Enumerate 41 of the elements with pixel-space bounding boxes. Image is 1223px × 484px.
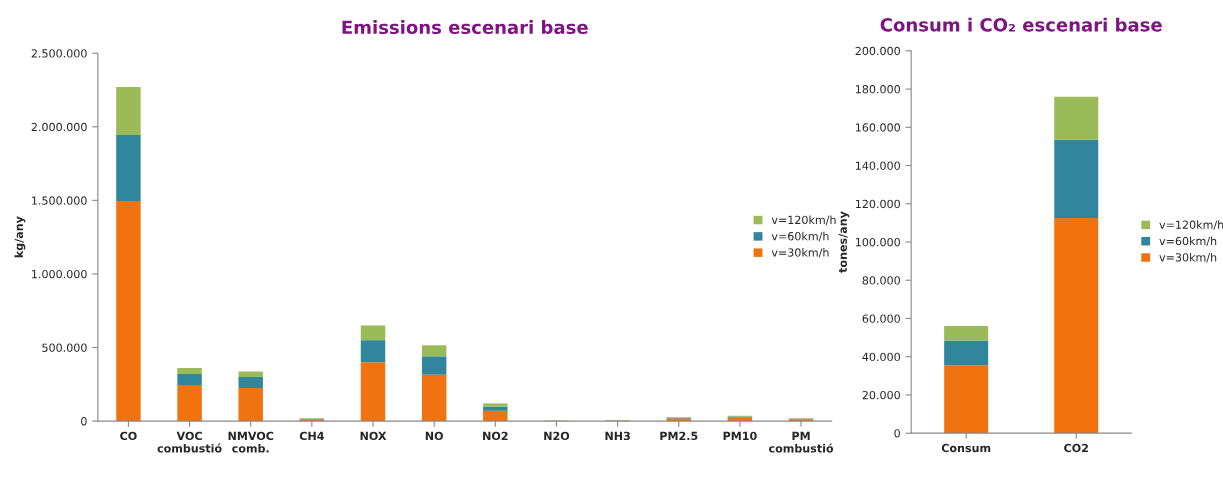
x-tick-label: NMVOC comb.	[228, 431, 274, 453]
x-tick-label: CH4	[299, 431, 324, 441]
y-tick-label: 100.000	[855, 237, 900, 247]
x-tick-label: N2O	[544, 431, 570, 441]
x-tick-label: NO2	[483, 431, 508, 441]
x-tick-label: NH3	[605, 431, 630, 441]
y-tick-label: 140.000	[855, 161, 900, 170]
y-tick-label: 120.000	[855, 199, 900, 209]
y-tick-label: 500.000	[42, 343, 87, 352]
y-tick-label: 180.000	[855, 85, 900, 94]
x-tick-label: Consum	[941, 443, 991, 453]
legend-label: v=60km/h	[1159, 236, 1217, 247]
y-tick-label: 2.000.000	[31, 122, 87, 132]
chart-title: Emissions escenari base	[342, 20, 588, 35]
x-tick-label: CO2	[1064, 443, 1088, 453]
y-tick-label: 40.000	[862, 352, 900, 362]
y-tick-label: 0	[894, 429, 900, 438]
x-tick-label: CO	[120, 431, 137, 441]
legend-label: v=120km/h	[1159, 220, 1223, 230]
y-tick-label: 0	[81, 417, 87, 426]
y-tick-label: 80.000	[862, 276, 900, 285]
legend-label: v=120km/h	[771, 215, 836, 225]
x-tick-label: PM combustió	[769, 431, 834, 453]
y-axis-title: tones/any	[838, 211, 850, 273]
y-tick-label: 1.500.000	[32, 196, 87, 205]
legend-label: v=30km/h	[1159, 252, 1217, 263]
x-tick-label: NOX	[360, 431, 387, 441]
y-tick-label: 160.000	[855, 123, 900, 132]
y-tick-label: 20.000	[862, 390, 900, 400]
y-tick-label: 2.500.000	[31, 49, 87, 58]
x-tick-label: PM2.5	[660, 431, 698, 441]
x-tick-label: NO	[425, 431, 443, 441]
x-tick-label: PM10	[723, 431, 757, 441]
legend-label: v=30km/h	[771, 248, 829, 258]
chart-title: Consum i CO₂ escenari base	[880, 17, 1162, 32]
y-tick-label: 60.000	[862, 314, 900, 323]
x-tick-label: VOC combustió	[157, 431, 222, 453]
y-tick-label: 200.000	[855, 46, 900, 56]
legend-label: v=60km/h	[771, 231, 829, 242]
y-tick-label: 1.000.000	[32, 269, 87, 279]
y-axis-title: kg/any	[14, 216, 26, 258]
